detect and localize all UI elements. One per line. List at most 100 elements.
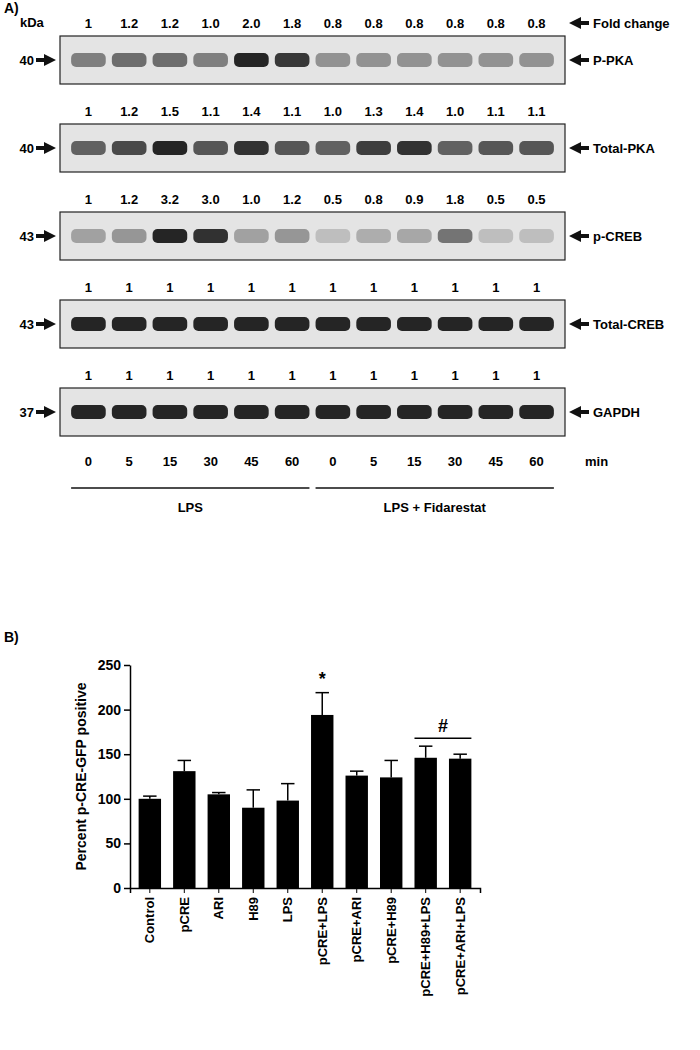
group-line [71,487,309,489]
blot-box [60,300,565,348]
blot-row: 11.21.51.11.41.11.01.31.41.01.11.140Tota… [20,104,656,172]
time-label: 60 [529,454,543,469]
time-label: 5 [370,454,377,469]
band [397,405,432,419]
band [519,141,554,155]
error-cap [178,760,191,762]
fold-value: 1 [329,368,336,383]
x-tick: ARI [211,888,226,919]
fold-value: 1.2 [161,16,179,31]
fold-value: 1 [492,368,499,383]
time-label: 60 [285,454,299,469]
fold-value: 1 [207,280,214,295]
kda-label: 37 [20,405,34,420]
band [153,53,188,67]
y-tick: 250 [98,657,130,673]
x-tick-mark [425,888,426,893]
band [275,141,310,155]
annotation: # [438,716,448,736]
y-tick-label: 50 [105,835,121,851]
panel-label: A) [4,0,19,16]
fold-value: 0.5 [528,192,546,207]
x-tick-mark [322,888,323,893]
fold-value: 1 [492,280,499,295]
fold-value: 1 [289,368,296,383]
band [479,405,514,419]
fold-value: 1 [411,368,418,383]
x-tick: pCRE+ARI+LPS [453,888,468,995]
band [71,141,106,155]
band [112,53,147,67]
fold-value: 1 [451,368,458,383]
x-tick-mark [218,888,219,893]
band [479,229,514,243]
error-bar [184,760,186,771]
fold-value: 1 [248,368,255,383]
band [479,141,514,155]
bar [173,771,195,888]
fold-value: 1 [370,368,377,383]
band [479,53,514,67]
time-unit: min [585,454,608,469]
fold-value: 0.8 [405,16,423,31]
bar [414,758,436,888]
error-cap [453,753,466,755]
fold-value: 1.2 [120,16,138,31]
x-tick-label: pCRE+ARI [349,897,364,962]
fold-value: 1 [533,368,540,383]
y-tick-label: 100 [98,791,122,807]
fold-value: 1.8 [283,16,301,31]
band [356,317,391,331]
x-tick: Control [142,888,157,943]
band [356,53,391,67]
band [438,229,473,243]
row-arrow [569,142,589,154]
band [71,229,106,243]
fold-value: 1 [126,280,133,295]
band [193,317,228,331]
error-bar [253,790,255,808]
time-label: 45 [489,454,503,469]
band [234,317,269,331]
kda-arrow [36,54,56,66]
fold-value: 1 [329,280,336,295]
fold-value: 1.1 [487,104,505,119]
x-tick-mark [149,888,150,893]
bar [139,799,161,888]
kda-label: 40 [20,141,34,156]
bar [346,776,368,888]
band [356,229,391,243]
x-tick-mark [391,888,392,893]
time-label: 0 [329,454,336,469]
error-cap [316,692,329,694]
band [438,317,473,331]
fold-value: 0.8 [487,16,505,31]
panel-a: A)kDaFold change11.21.21.02.01.80.80.80.… [4,0,670,515]
band [397,141,432,155]
band [234,405,269,419]
error-cap [143,795,156,797]
bar [311,715,333,888]
row-label: Total-CREB [593,317,664,332]
x-tick-label: LPS [280,897,295,923]
x-tick-label: pCRE+H89+LPS [418,897,433,997]
fold-value: 1.3 [365,104,383,119]
x-tick: pCRE+LPS [315,888,330,965]
band [112,317,147,331]
kda-arrow [36,230,56,242]
y-tick-mark [124,754,130,756]
fold-value: 1 [248,280,255,295]
band [397,53,432,67]
fold-value: 3.0 [202,192,220,207]
x-tick-mark [253,888,254,893]
time-label: 15 [163,454,177,469]
fold-value: 1 [85,16,92,31]
band [71,53,106,67]
y-axis-title: Percent p-CRE-GFP positive [73,682,89,870]
band [275,229,310,243]
x-tick-label: pCRE+H89 [384,897,399,964]
bar [380,777,402,888]
bar [242,808,264,888]
band [71,317,106,331]
y-tick: 0 [113,880,130,896]
